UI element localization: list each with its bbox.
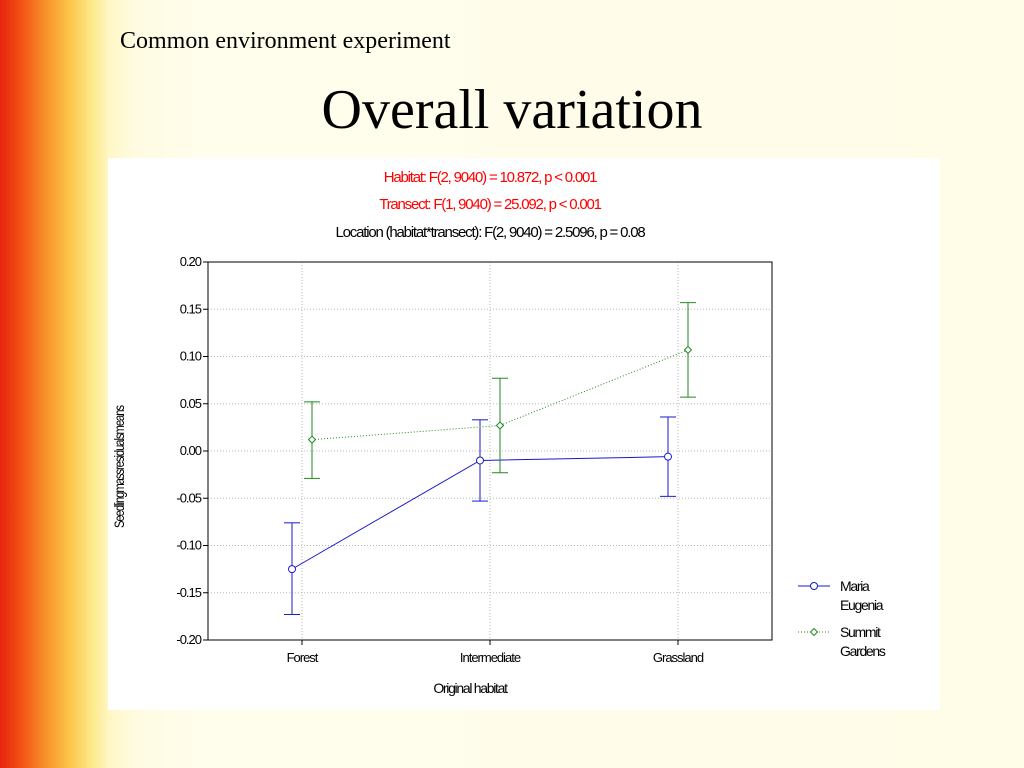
chart-annotation: Habitat: F(2, 9040) = 10.872, p < 0.001 [384, 169, 597, 186]
y-tick-label: -0.20 [176, 632, 201, 647]
x-tick-label: Intermediate [460, 650, 521, 665]
legend-label: Summit [840, 624, 881, 640]
y-tick-label: 0.10 [180, 349, 202, 364]
legend-marker [809, 627, 819, 637]
slide-subtitle: Common environment experiment [120, 28, 451, 54]
chart-panel: Habitat: F(2, 9040) = 10.872, p < 0.001 T… [108, 158, 940, 710]
chart-svg: Habitat: F(2, 9040) = 10.872, p < 0.001 T… [111, 169, 887, 696]
data-point [495, 421, 505, 430]
y-axis-label: Seedlingmassresidualsmeans [111, 405, 127, 528]
data-point [476, 456, 484, 465]
x-axis-label: Original habitat [433, 680, 508, 696]
legend-label: Maria [840, 578, 870, 594]
slide-title: Overall variation [321, 79, 703, 141]
x-tick-label: Forest [287, 650, 319, 665]
y-tick-label: -0.15 [176, 585, 201, 600]
data-point [288, 565, 296, 574]
y-tick-label: 0.20 [180, 254, 202, 269]
y-tick-label: 0.05 [180, 396, 202, 411]
y-tick-label: 0.00 [180, 443, 202, 458]
chart-annotation: Transect: F(1, 9040) = 25.092, p < 0.001 [379, 196, 601, 213]
data-point [307, 435, 317, 444]
y-tick-label: -0.05 [176, 490, 201, 505]
legend-marker [810, 582, 818, 590]
plot-frame [207, 261, 773, 641]
y-tick-label: -0.10 [176, 538, 201, 553]
x-tick-label: Grassland [653, 650, 704, 665]
legend-label: Eugenia [840, 597, 884, 613]
legend-label: Gardens [840, 643, 886, 659]
data-point [664, 452, 672, 461]
y-tick-label: 0.15 [180, 301, 202, 316]
data-point [683, 345, 693, 355]
chart-annotation: Location (habitat*transect): F(2, 9040) … [336, 224, 646, 241]
